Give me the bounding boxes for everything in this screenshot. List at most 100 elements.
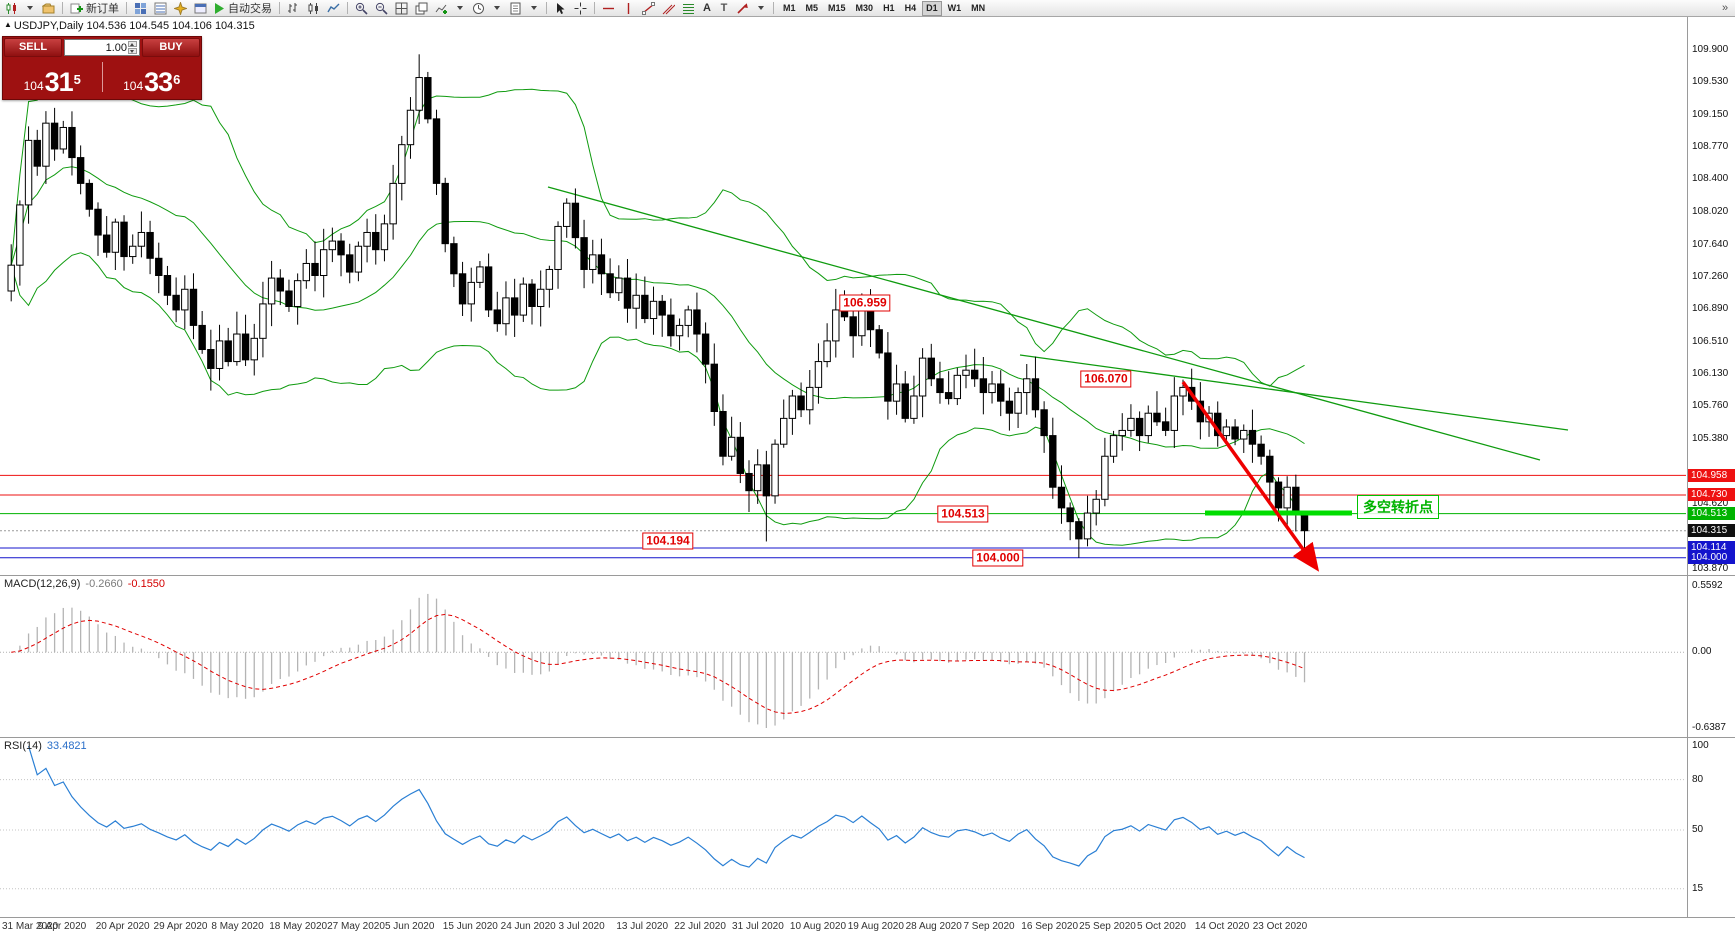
sell-button[interactable]: SELL (4, 38, 62, 57)
text-tool-icon[interactable]: A (703, 2, 711, 14)
price-axis-tick: 106.510 (1692, 335, 1729, 347)
time-axis-label: 5 Oct 2020 (1137, 921, 1186, 932)
toolbar-overflow-chevron[interactable]: » (1721, 2, 1729, 14)
zoom-in-icon[interactable] (352, 1, 371, 16)
autotrading-button[interactable]: 自动交易 (211, 1, 275, 16)
chart-symbol: USDJPY,Daily (13, 20, 84, 32)
macd-label: MACD(12,26,9) -0.2660 -0.1550 (4, 578, 166, 590)
buy-quote[interactable]: 104 33 6 (105, 69, 200, 96)
toolbar-separator (62, 2, 63, 14)
trendline-tool-icon[interactable] (639, 1, 658, 16)
timeframe-m15[interactable]: M15 (828, 2, 846, 13)
buy-price-sup: 6 (173, 72, 181, 87)
time-axis-label: 7 Sep 2020 (963, 921, 1015, 932)
price-axis-border (1687, 17, 1688, 917)
new-order-icon (70, 3, 83, 13)
periods-icon[interactable] (469, 1, 488, 16)
volume-input[interactable]: 1.00 (64, 39, 140, 56)
chevron-down-icon (531, 6, 537, 10)
candles-layer (7, 54, 1309, 558)
price-axis-tick: 109.150 (1692, 108, 1729, 120)
templates-icon[interactable] (506, 1, 525, 16)
horizontal-line-tool-icon[interactable] (599, 1, 618, 16)
arrows-tool-dropdown[interactable] (753, 1, 769, 16)
new-order-button[interactable]: 新订单 (67, 1, 122, 16)
panel-separator[interactable] (0, 575, 1735, 576)
timeframe-mn[interactable]: MN (971, 2, 986, 13)
price-callout-label[interactable]: 104.000 (972, 549, 1024, 567)
new-chart-icon[interactable] (2, 1, 21, 16)
tile-windows-icon[interactable] (392, 1, 411, 16)
cursor-icon[interactable] (551, 1, 570, 16)
rsi-axis-label: 80 (1692, 773, 1704, 785)
rsi-chart-canvas[interactable] (0, 738, 1686, 916)
timeframe-w1[interactable]: W1 (947, 2, 962, 13)
panel-separator[interactable] (0, 737, 1735, 738)
rsi-line (27, 745, 1305, 868)
channel-tool-icon[interactable] (659, 1, 678, 16)
price-callout-label[interactable]: 106.070 (1080, 370, 1132, 388)
sell-price-sup: 5 (73, 72, 81, 87)
vertical-line-tool-icon[interactable] (619, 1, 638, 16)
buy-button[interactable]: BUY (142, 38, 200, 57)
indicators-dropdown[interactable] (452, 1, 468, 16)
toolbar-separator (126, 2, 127, 14)
price-callout-label[interactable]: 104.513 (937, 505, 989, 523)
rsi-axis-label: 50 (1692, 824, 1704, 835)
candle-mode-icon[interactable] (304, 1, 323, 16)
zoom-out-icon[interactable] (372, 1, 391, 16)
bollinger-bands-layer (10, 73, 1305, 546)
time-axis-label: 16 Sep 2020 (1021, 921, 1079, 932)
time-axis-label: 24 Jun 2020 (500, 921, 556, 932)
support-annotation-label[interactable]: 多空转折点 (1357, 495, 1439, 519)
macd-chart-canvas[interactable] (0, 576, 1686, 736)
volume-down-button[interactable] (128, 48, 137, 54)
time-axis-label: 28 Aug 2020 (905, 921, 962, 932)
main-toolbar: 新订单 自动交易 (0, 0, 1735, 17)
timeframe-m1[interactable]: M1 (783, 2, 796, 13)
timeframe-m5[interactable]: M5 (805, 2, 819, 13)
cascade-windows-icon[interactable] (412, 1, 431, 16)
time-axis-separator (0, 917, 1735, 918)
buy-price-prefix: 104 (123, 79, 144, 93)
terminal-icon[interactable] (191, 1, 210, 16)
time-axis-label: 19 Aug 2020 (847, 921, 904, 932)
price-callout-label[interactable]: 106.959 (839, 294, 891, 312)
price-axis-tick: 108.770 (1692, 141, 1729, 153)
timeframe-h1[interactable]: H1 (883, 2, 895, 13)
time-axis-label: 9 Apr 2020 (37, 921, 87, 932)
sell-quote[interactable]: 104 31 5 (5, 69, 100, 96)
price-chart-canvas[interactable] (0, 17, 1686, 575)
profiles-icon[interactable] (39, 1, 58, 16)
indicators-icon[interactable] (432, 1, 451, 16)
crosshair-icon[interactable] (571, 1, 590, 16)
price-axis-tick: 108.400 (1692, 173, 1729, 185)
label-tool-icon[interactable]: T (720, 2, 728, 14)
timeframe-d1[interactable]: D1 (922, 0, 942, 16)
time-axis-label: 10 Aug 2020 (789, 921, 847, 932)
rsi-axis-label: 100 (1692, 740, 1709, 751)
volume-up-button[interactable] (128, 41, 137, 47)
bar-chart-mode-icon[interactable] (284, 1, 303, 16)
timeframe-h4[interactable]: H4 (904, 2, 917, 13)
periods-dropdown[interactable] (489, 1, 505, 16)
toolbar-separator (347, 2, 348, 14)
toolbar-separator (546, 2, 547, 14)
toolbar-separator (279, 2, 280, 14)
line-mode-icon[interactable] (324, 1, 343, 16)
collapse-triangle-icon[interactable]: ▲ (4, 20, 12, 29)
macd-axis-label: -0.6387 (1692, 722, 1726, 733)
quote-divider (101, 62, 103, 92)
price-callout-label[interactable]: 104.194 (642, 532, 694, 550)
new-chart-dropdown[interactable] (22, 1, 38, 16)
data-window-icon[interactable] (151, 1, 170, 16)
time-axis-label: 29 Apr 2020 (153, 921, 208, 932)
fibonacci-tool-icon[interactable] (679, 1, 698, 16)
timeframe-m30[interactable]: M30 (855, 2, 874, 13)
candlestick-glyph (6, 2, 16, 14)
templates-dropdown[interactable] (526, 1, 542, 16)
navigator-icon[interactable] (171, 1, 190, 16)
arrows-tool-icon[interactable] (733, 1, 752, 16)
market-watch-icon[interactable] (131, 1, 150, 16)
